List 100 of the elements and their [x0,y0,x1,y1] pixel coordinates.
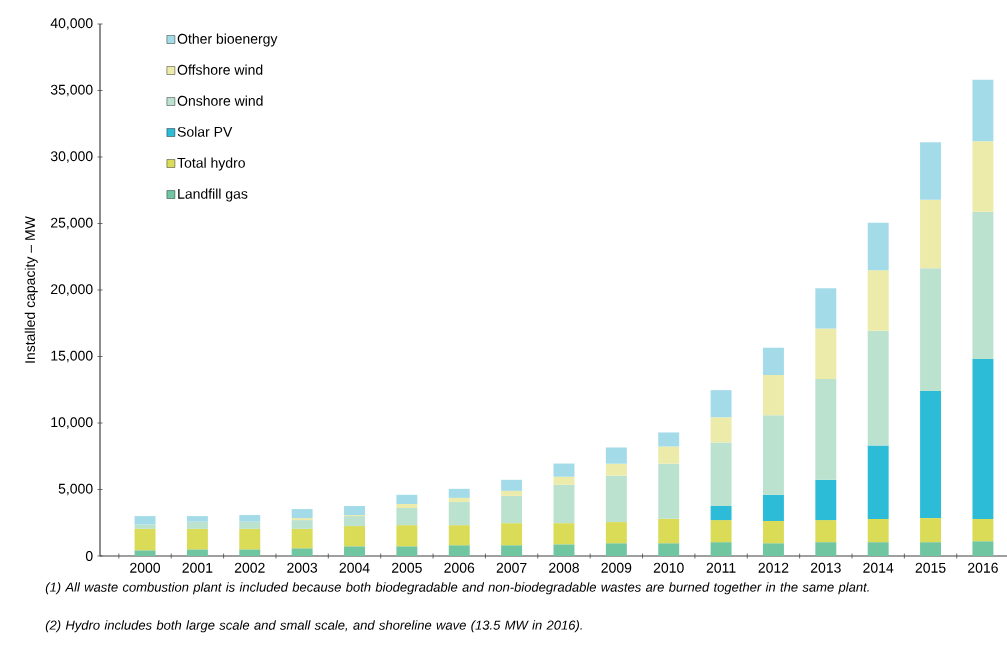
bar [501,490,523,496]
bar [762,347,784,375]
bar [972,519,994,542]
x-tick-label: 2010 [653,562,684,573]
bar [134,524,156,529]
bar [291,520,313,529]
x-tick-label: 2006 [444,562,475,573]
bar [186,549,208,556]
legend-label: Offshore wind [177,64,263,75]
x-tick-label: 2012 [758,562,789,573]
bar [658,432,680,447]
bar [553,484,575,524]
bar [867,330,889,446]
legend-label: Other bioenergy [177,33,278,47]
x-tick-label: 2007 [496,562,527,573]
bar [867,222,889,271]
bar [344,516,365,527]
y-tick-label: 20,000 [51,284,93,296]
bar [920,542,942,556]
bar [762,415,784,495]
bar [605,463,627,476]
legend-label: Total hydro [177,157,245,171]
bar [291,518,313,521]
bar [762,374,784,416]
bar [134,516,156,525]
bar [448,488,470,498]
bar [134,528,156,551]
bar [710,520,732,543]
y-tick-label: 40,000 [50,18,93,30]
bar [448,545,470,556]
bar [710,542,732,556]
bar [291,528,313,549]
bar [239,515,261,522]
y-axis-title: Installed capacity – MW [24,216,38,363]
bar [605,543,627,556]
bar [448,501,470,526]
bar [920,268,942,392]
x-tick-label: 2005 [392,562,422,573]
bar [553,476,575,485]
bar [815,288,837,329]
bar [553,463,575,477]
bar [815,378,837,480]
bar [815,520,837,543]
y-tick-label: 30,000 [50,151,93,163]
bar [396,507,418,526]
bar [553,544,575,556]
bar [710,442,732,506]
bar [972,141,994,212]
bar [134,550,156,556]
bar [291,509,313,519]
x-tick-label: 2015 [915,562,946,573]
bar [291,548,313,556]
y-tick-label: 10,000 [51,417,93,429]
bar [605,522,627,544]
x-tick-label: 2011 [706,562,736,573]
bar [448,497,470,502]
x-tick-label: 2013 [810,562,841,573]
bar [658,518,680,544]
bar [396,546,418,556]
bar [344,546,365,556]
x-tick-label: 2016 [968,562,998,573]
y-tick-label: 15,000 [51,350,93,363]
bar [920,142,942,200]
text: (2) Hydro includes both large scale and small scale, and shoreline wave (13.5 MW in 2016). [45,620,582,633]
bar [658,463,680,519]
legend-label: Solar PV [177,126,233,137]
text: (1) All waste combustion plant is included because both biodegradable and non-biodegradable wastes are burned together in the same plant. [45,582,869,595]
bar [867,519,889,543]
bar [972,358,994,520]
bar [239,549,261,556]
bar [501,495,523,524]
y-tick-label: 5,000 [58,483,93,496]
bar [186,516,208,522]
bar [658,446,680,464]
bar [920,391,942,519]
bar [396,494,418,504]
bar [815,479,837,521]
bar [710,390,732,418]
bar [501,545,523,556]
bar [239,521,261,529]
bar [186,521,208,529]
bar [344,505,365,516]
y-tick-label: 0 [85,551,93,561]
x-tick-label: 2009 [601,562,632,573]
bar [396,525,418,547]
bar [501,479,523,491]
bar [344,526,365,547]
legend-label: Landfill gas [178,188,248,202]
y-tick-label: 25,000 [51,217,93,230]
x-tick-label: 2001 [182,562,213,573]
bar [762,521,784,544]
bar [972,79,994,142]
bar [710,417,732,443]
bar [710,505,732,521]
bar [762,494,784,522]
x-tick-label: 2004 [339,562,370,573]
bar [920,518,942,543]
bar [972,541,994,556]
bar [501,523,523,546]
legend-label: Onshore wind [177,95,263,106]
